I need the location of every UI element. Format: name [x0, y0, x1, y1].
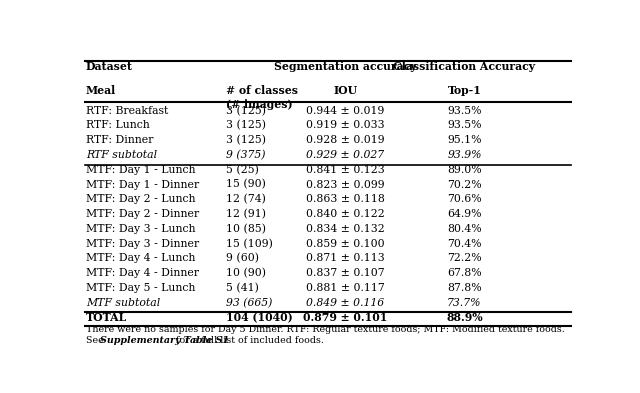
Text: 3 (125): 3 (125) — [227, 106, 266, 116]
Text: MTF: Day 1 - Lunch: MTF: Day 1 - Lunch — [86, 165, 195, 175]
Text: 93.5%: 93.5% — [447, 106, 482, 116]
Text: 9 (60): 9 (60) — [227, 253, 259, 264]
Text: RTF: Breakfast: RTF: Breakfast — [86, 106, 168, 116]
Text: Meal: Meal — [86, 85, 116, 96]
Text: 70.6%: 70.6% — [447, 194, 482, 204]
Text: 3 (125): 3 (125) — [227, 135, 266, 145]
Text: 0.881 ± 0.117: 0.881 ± 0.117 — [306, 283, 385, 293]
Text: MTF subtotal: MTF subtotal — [86, 298, 160, 308]
Text: 93.5%: 93.5% — [447, 121, 482, 130]
Text: 0.928 ± 0.019: 0.928 ± 0.019 — [306, 135, 385, 145]
Text: RTF: Lunch: RTF: Lunch — [86, 121, 150, 130]
Text: MTF: Day 4 - Dinner: MTF: Day 4 - Dinner — [86, 268, 199, 278]
Text: 0.944 ± 0.019: 0.944 ± 0.019 — [306, 106, 385, 116]
Text: 87.8%: 87.8% — [447, 283, 482, 293]
Text: MTF: Day 1 - Dinner: MTF: Day 1 - Dinner — [86, 180, 199, 189]
Text: 0.841 ± 0.123: 0.841 ± 0.123 — [306, 165, 385, 175]
Text: 10 (90): 10 (90) — [227, 268, 266, 278]
Text: for a full list of included foods.: for a full list of included foods. — [173, 336, 324, 345]
Text: MTF: Day 5 - Lunch: MTF: Day 5 - Lunch — [86, 283, 195, 293]
Text: 15 (109): 15 (109) — [227, 239, 273, 249]
Text: Top-1: Top-1 — [447, 85, 481, 96]
Text: 15 (90): 15 (90) — [227, 179, 266, 190]
Text: 64.9%: 64.9% — [447, 209, 482, 219]
Text: Classification Accuracy: Classification Accuracy — [394, 61, 536, 72]
Text: 0.929 ± 0.027: 0.929 ± 0.027 — [307, 150, 385, 160]
Text: 93.9%: 93.9% — [447, 150, 482, 160]
Text: 93 (665): 93 (665) — [227, 298, 273, 308]
Text: 67.8%: 67.8% — [447, 268, 482, 278]
Text: 0.823 ± 0.099: 0.823 ± 0.099 — [306, 180, 385, 189]
Text: 12 (74): 12 (74) — [227, 194, 266, 204]
Text: Supplementary Table S1: Supplementary Table S1 — [100, 336, 229, 345]
Text: 0.849 ± 0.116: 0.849 ± 0.116 — [307, 298, 385, 308]
Text: IOU: IOU — [333, 85, 357, 96]
Text: 0.837 ± 0.107: 0.837 ± 0.107 — [306, 268, 385, 278]
Text: 70.4%: 70.4% — [447, 239, 482, 249]
Text: 10 (85): 10 (85) — [227, 224, 266, 234]
Text: 12 (91): 12 (91) — [227, 209, 266, 219]
Text: 0.871 ± 0.113: 0.871 ± 0.113 — [306, 253, 385, 263]
Text: 72.2%: 72.2% — [447, 253, 482, 263]
Text: 5 (25): 5 (25) — [227, 165, 259, 175]
Text: 80.4%: 80.4% — [447, 224, 482, 234]
Text: There were no samples for Day 5 Dinner. RTF: Regular texture foods; MTF: Modifie: There were no samples for Day 5 Dinner. … — [86, 325, 564, 334]
Text: 0.834 ± 0.132: 0.834 ± 0.132 — [306, 224, 385, 234]
Text: 73.7%: 73.7% — [447, 298, 482, 308]
Text: 5 (41): 5 (41) — [227, 283, 259, 293]
Text: 89.0%: 89.0% — [447, 165, 482, 175]
Text: RTF: Dinner: RTF: Dinner — [86, 135, 154, 145]
Text: MTF: Day 3 - Dinner: MTF: Day 3 - Dinner — [86, 239, 199, 249]
Text: 3 (125): 3 (125) — [227, 120, 266, 130]
Text: 0.879 ± 0.101: 0.879 ± 0.101 — [303, 312, 388, 323]
Text: See: See — [86, 336, 107, 345]
Text: 0.863 ± 0.118: 0.863 ± 0.118 — [306, 194, 385, 204]
Text: 0.840 ± 0.122: 0.840 ± 0.122 — [306, 209, 385, 219]
Text: 0.919 ± 0.033: 0.919 ± 0.033 — [306, 121, 385, 130]
Text: MTF: Day 2 - Dinner: MTF: Day 2 - Dinner — [86, 209, 199, 219]
Text: RTF subtotal: RTF subtotal — [86, 150, 157, 160]
Text: MTF: Day 3 - Lunch: MTF: Day 3 - Lunch — [86, 224, 195, 234]
Text: 70.2%: 70.2% — [447, 180, 482, 189]
Text: 0.859 ± 0.100: 0.859 ± 0.100 — [306, 239, 385, 249]
Text: MTF: Day 4 - Lunch: MTF: Day 4 - Lunch — [86, 253, 195, 263]
Text: # of classes
(# images): # of classes (# images) — [227, 85, 298, 110]
Text: 95.1%: 95.1% — [447, 135, 482, 145]
Text: Dataset: Dataset — [86, 61, 133, 72]
Text: TOTAL: TOTAL — [86, 312, 127, 323]
Text: 9 (375): 9 (375) — [227, 150, 266, 160]
Text: MTF: Day 2 - Lunch: MTF: Day 2 - Lunch — [86, 194, 195, 204]
Text: 88.9%: 88.9% — [446, 312, 483, 323]
Text: 104 (1040): 104 (1040) — [227, 312, 293, 323]
Text: Segmentation accuracy: Segmentation accuracy — [274, 61, 417, 72]
